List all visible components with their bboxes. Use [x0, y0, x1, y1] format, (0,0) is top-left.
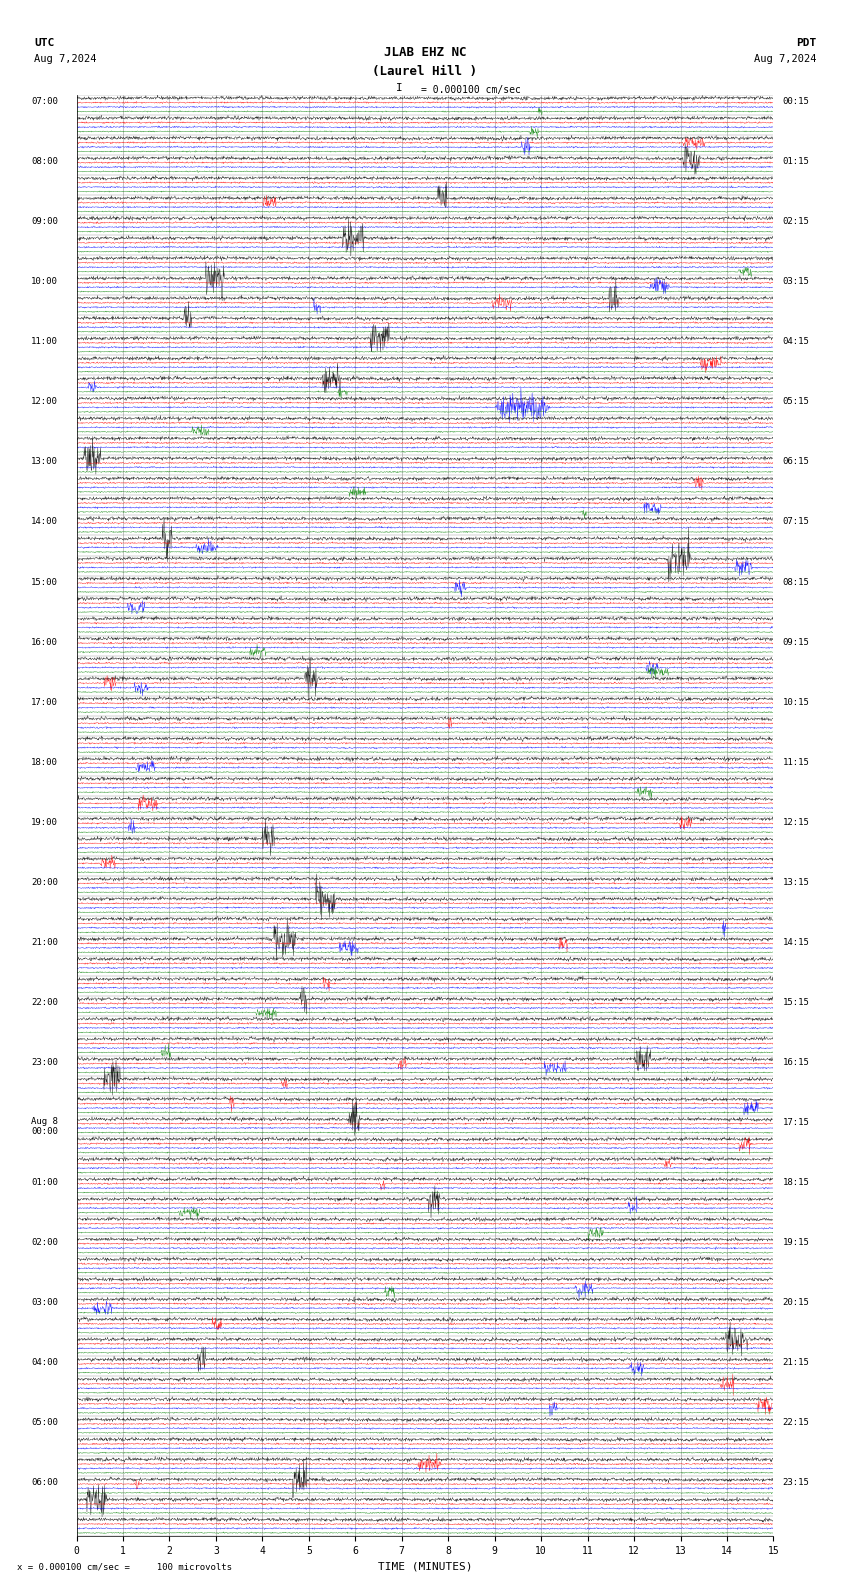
Text: Aug 7,2024: Aug 7,2024 — [34, 54, 97, 63]
Text: 22:15: 22:15 — [783, 1418, 810, 1427]
Text: 02:00: 02:00 — [31, 1239, 58, 1247]
Text: 09:15: 09:15 — [783, 638, 810, 646]
Text: 16:00: 16:00 — [31, 638, 58, 646]
Text: I: I — [396, 84, 403, 93]
Text: 12:00: 12:00 — [31, 398, 58, 407]
Text: 08:00: 08:00 — [31, 157, 58, 166]
X-axis label: TIME (MINUTES): TIME (MINUTES) — [377, 1562, 473, 1571]
Text: 03:00: 03:00 — [31, 1299, 58, 1307]
Text: 18:00: 18:00 — [31, 757, 58, 767]
Text: 20:00: 20:00 — [31, 878, 58, 887]
Text: 07:00: 07:00 — [31, 97, 58, 106]
Text: 14:00: 14:00 — [31, 518, 58, 526]
Text: 21:15: 21:15 — [783, 1359, 810, 1367]
Text: 21:00: 21:00 — [31, 938, 58, 947]
Text: 08:15: 08:15 — [783, 578, 810, 586]
Text: 11:15: 11:15 — [783, 757, 810, 767]
Text: 06:00: 06:00 — [31, 1478, 58, 1487]
Text: 17:00: 17:00 — [31, 697, 58, 706]
Text: 00:00: 00:00 — [31, 1128, 58, 1136]
Text: 15:00: 15:00 — [31, 578, 58, 586]
Text: UTC: UTC — [34, 38, 54, 48]
Text: JLAB EHZ NC: JLAB EHZ NC — [383, 46, 467, 59]
Text: = 0.000100 cm/sec: = 0.000100 cm/sec — [421, 86, 520, 95]
Text: (Laurel Hill ): (Laurel Hill ) — [372, 65, 478, 78]
Text: 19:00: 19:00 — [31, 817, 58, 827]
Text: 10:15: 10:15 — [783, 697, 810, 706]
Text: 10:00: 10:00 — [31, 277, 58, 287]
Text: 11:00: 11:00 — [31, 337, 58, 347]
Text: 04:15: 04:15 — [783, 337, 810, 347]
Text: 13:00: 13:00 — [31, 458, 58, 466]
Text: 12:15: 12:15 — [783, 817, 810, 827]
Text: 13:15: 13:15 — [783, 878, 810, 887]
Text: 20:15: 20:15 — [783, 1299, 810, 1307]
Text: 18:15: 18:15 — [783, 1178, 810, 1186]
Text: 06:15: 06:15 — [783, 458, 810, 466]
Text: 01:00: 01:00 — [31, 1178, 58, 1186]
Text: 14:15: 14:15 — [783, 938, 810, 947]
Text: 00:15: 00:15 — [783, 97, 810, 106]
Text: 16:15: 16:15 — [783, 1058, 810, 1068]
Text: 09:00: 09:00 — [31, 217, 58, 227]
Text: 17:15: 17:15 — [783, 1118, 810, 1128]
Text: Aug 7,2024: Aug 7,2024 — [753, 54, 816, 63]
Text: 19:15: 19:15 — [783, 1239, 810, 1247]
Text: 15:15: 15:15 — [783, 998, 810, 1007]
Text: 03:15: 03:15 — [783, 277, 810, 287]
Text: 02:15: 02:15 — [783, 217, 810, 227]
Text: 05:15: 05:15 — [783, 398, 810, 407]
Text: 05:00: 05:00 — [31, 1418, 58, 1427]
Text: 04:00: 04:00 — [31, 1359, 58, 1367]
Text: Aug 8: Aug 8 — [31, 1117, 58, 1126]
Text: 22:00: 22:00 — [31, 998, 58, 1007]
Text: PDT: PDT — [796, 38, 816, 48]
Text: 23:15: 23:15 — [783, 1478, 810, 1487]
Text: 23:00: 23:00 — [31, 1058, 58, 1068]
Text: x = 0.000100 cm/sec =     100 microvolts: x = 0.000100 cm/sec = 100 microvolts — [17, 1562, 232, 1571]
Text: 01:15: 01:15 — [783, 157, 810, 166]
Text: 07:15: 07:15 — [783, 518, 810, 526]
